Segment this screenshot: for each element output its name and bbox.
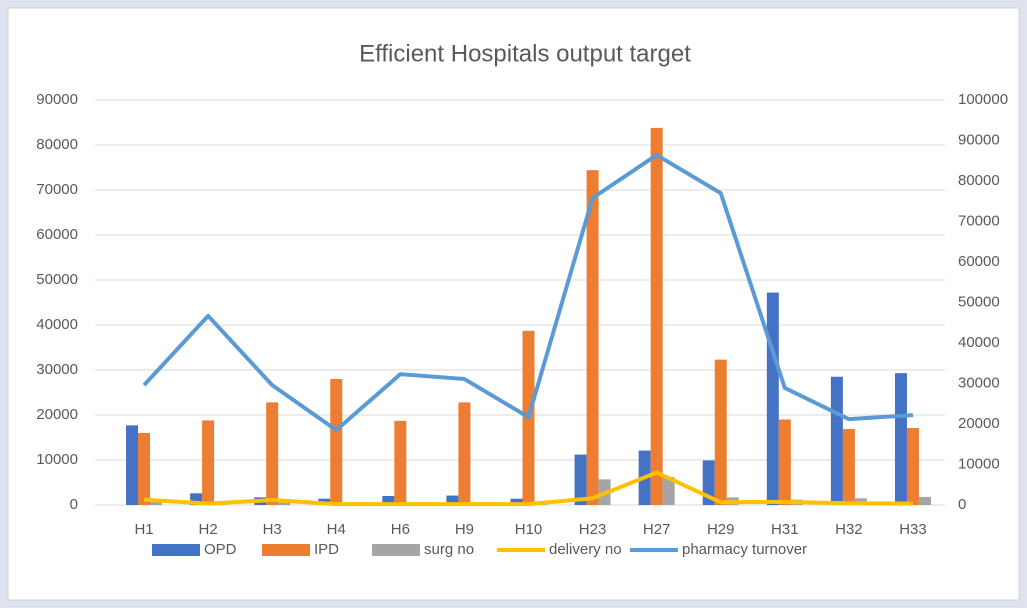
y2-tick-label: 50000 <box>958 293 1000 310</box>
y2-tick-label: 80000 <box>958 172 1000 189</box>
bar <box>510 498 523 505</box>
bar <box>278 501 291 505</box>
bar <box>894 373 907 505</box>
x-tick-label: H32 <box>835 521 863 538</box>
legend-label: pharmacy turnover <box>682 541 807 558</box>
y-tick-label: 40000 <box>36 316 78 333</box>
x-tick-label: H9 <box>455 521 474 538</box>
x-tick-label: H23 <box>579 521 607 538</box>
bar <box>778 419 791 505</box>
x-tick-label: H3 <box>263 521 282 538</box>
chart-title: Efficient Hospitals output target <box>359 40 691 67</box>
bar <box>446 495 459 505</box>
line <box>142 153 914 433</box>
bar <box>126 425 139 505</box>
x-tick-label: H6 <box>391 521 410 538</box>
y2-tick-label: 0 <box>958 496 966 513</box>
x-tick-label: H27 <box>643 521 671 538</box>
bar <box>394 420 407 505</box>
y2-tick-label: 20000 <box>958 415 1000 432</box>
legend-swatch <box>262 544 310 556</box>
x-tick-label: H10 <box>515 521 543 538</box>
bar <box>662 477 675 505</box>
y-tick-label: 80000 <box>36 136 78 153</box>
y-tick-label: 60000 <box>36 226 78 243</box>
y2-tick-label: 100000 <box>958 91 1008 108</box>
y2-tick-label: 60000 <box>958 253 1000 270</box>
bar <box>266 402 279 505</box>
y-tick-label: 50000 <box>36 271 78 288</box>
bar <box>202 420 215 505</box>
bar <box>458 402 471 505</box>
y2-tick-label: 30000 <box>958 374 1000 391</box>
legend-swatch <box>372 544 420 556</box>
y-tick-label: 0 <box>70 496 78 513</box>
legend-label: surg no <box>424 541 474 558</box>
x-tick-label: H4 <box>327 521 346 538</box>
bar <box>138 433 151 505</box>
bar <box>382 496 395 505</box>
y2-tick-label: 70000 <box>958 212 1000 229</box>
x-tick-label: H33 <box>899 521 927 538</box>
bar <box>586 170 599 505</box>
bar <box>190 493 203 505</box>
x-tick-label: H31 <box>771 521 799 538</box>
bar <box>918 496 931 505</box>
legend-swatch <box>152 544 200 556</box>
bar <box>574 454 587 505</box>
y-tick-label: 90000 <box>36 91 78 108</box>
line <box>143 470 913 507</box>
bar <box>714 359 727 505</box>
legend-label: OPD <box>204 541 237 558</box>
y2-tick-label: 40000 <box>958 334 1000 351</box>
legend-label: IPD <box>314 541 339 558</box>
bar <box>330 379 343 505</box>
bar <box>650 127 663 506</box>
y-tick-label: 10000 <box>36 451 78 468</box>
bar <box>906 428 919 505</box>
bar <box>830 376 843 505</box>
legend-label: delivery no <box>549 541 622 558</box>
chart-area <box>7 7 1020 601</box>
y-tick-label: 70000 <box>36 181 78 198</box>
y2-tick-label: 10000 <box>958 455 1000 472</box>
x-tick-label: H29 <box>707 521 735 538</box>
bar <box>842 428 855 505</box>
x-tick-label: H2 <box>199 521 218 538</box>
y-tick-label: 30000 <box>36 361 78 378</box>
x-tick-label: H1 <box>134 521 153 538</box>
y2-tick-label: 90000 <box>958 131 1000 148</box>
y-tick-label: 20000 <box>36 406 78 423</box>
bar <box>766 292 779 505</box>
